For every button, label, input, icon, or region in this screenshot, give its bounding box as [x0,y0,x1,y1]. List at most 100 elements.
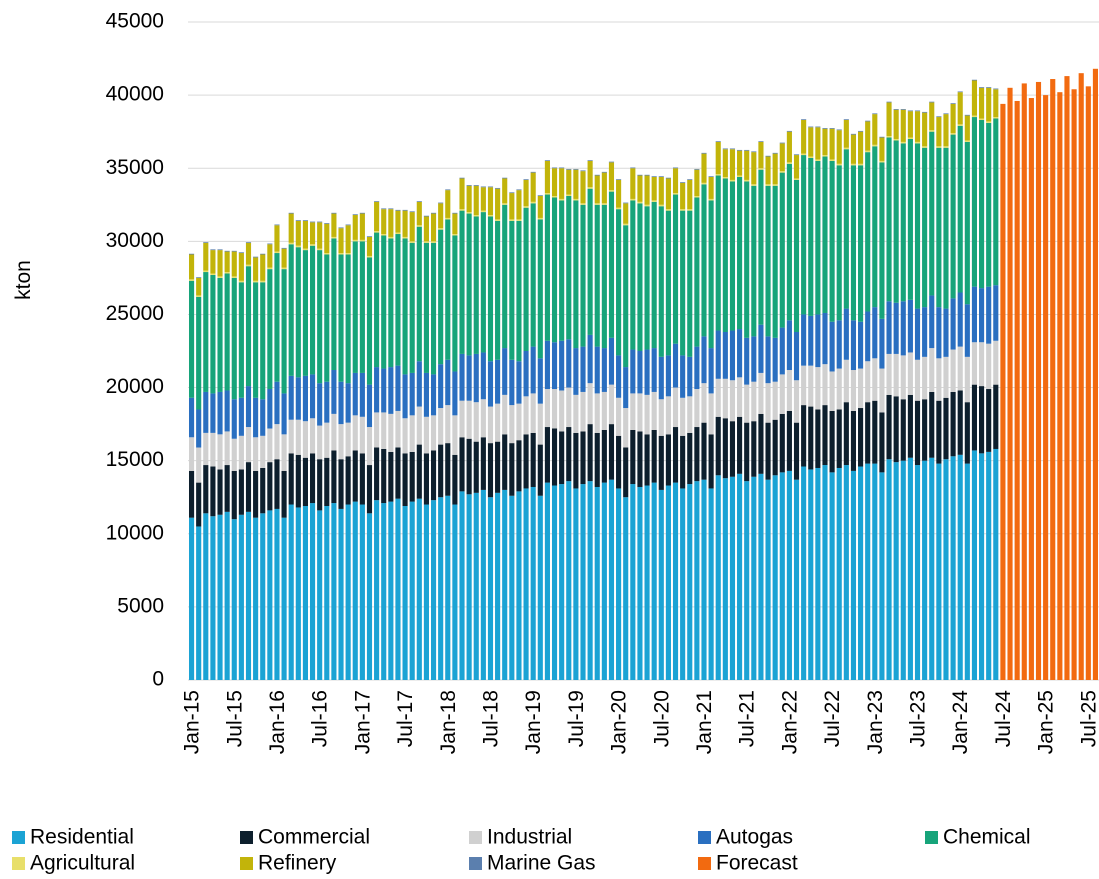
bar-segment [573,169,579,199]
bar-segment [929,457,935,680]
bar-segment [466,438,472,495]
bar-segment [388,501,394,680]
bar-segment [245,264,252,267]
bar-segment [537,196,543,218]
bar-segment [466,185,472,213]
bar-segment [281,247,287,249]
bar-segment [331,212,337,214]
bar-segment [231,276,237,278]
bar-segment [423,453,429,505]
bar-segment [608,190,615,192]
bar-segment [459,400,465,438]
bar-segment [238,469,244,515]
bar-segment [701,479,707,680]
bar-segment [566,481,572,680]
x-tick-label: Jan-19 [522,690,545,754]
bar-segment [772,419,778,476]
bar-segment [295,220,301,221]
legend-label: Marine Gas [487,852,596,875]
bar-segment [843,119,849,120]
bar-segment [416,406,422,445]
bar-segment [872,400,878,464]
bar-segment [801,155,807,315]
bar-segment [729,181,736,331]
bar-segment [487,215,494,217]
bar-segment [616,179,622,208]
bar-segment [573,432,579,489]
bar-segment [971,342,978,385]
bar-segment [459,210,465,354]
bar-segment [793,178,800,180]
bar-segment [495,492,501,680]
bar-segment [623,202,629,204]
x-tick-label: Jul-16 [309,690,332,747]
bar-segment [986,87,992,88]
bar-segment [964,463,970,680]
bar-segment [715,174,721,176]
bar-segment [309,222,316,245]
bar-segment [751,152,757,185]
bar-segment [480,399,486,438]
bar-segment [858,408,864,467]
bar-segment [715,330,721,379]
bar-segment [445,443,451,496]
bar-segment [708,176,714,199]
bar-segment [388,451,394,502]
bar-segment [943,397,949,460]
bar-segment [865,121,871,151]
bar-segment [245,242,252,243]
bar-segment [623,497,629,680]
bar-segment [530,172,536,202]
bar-segment [801,153,807,156]
y-tick-label: 40000 [106,83,164,106]
bar-segment [238,253,244,281]
bar-segment [708,488,714,680]
bar-segment [1000,103,1006,680]
bar-segment [530,486,536,680]
legend-label: Autogas [716,826,793,849]
bar-segment [665,485,671,680]
bar-segment [623,225,629,368]
bar-segment [224,511,230,680]
bar-segment [907,138,913,300]
bar-segment [317,383,323,426]
bar-segment [295,454,301,508]
bar-segment [587,160,593,188]
bar-segment [359,212,365,214]
bar-segment [438,202,444,204]
bar-segment [744,481,750,680]
bar-segment [267,269,273,390]
bar-segment [366,255,373,258]
bar-segment [722,176,728,179]
bar-segment [480,186,486,188]
bar-segment [495,220,501,360]
bar-segment [701,182,707,185]
bar-segment [573,394,579,433]
y-tick-label: 30000 [106,229,164,252]
bar-segment [687,396,693,433]
bar-segment [843,465,849,680]
bar-segment [993,384,999,449]
bar-segment [658,206,664,357]
bar-segment [630,168,636,199]
bar-segment [530,171,536,173]
bar-segment [352,450,358,502]
bar-segment [979,87,985,88]
bar-segment [423,504,429,680]
bar-segment [765,479,771,680]
bar-segment [509,192,515,194]
bar-segment [1043,95,1049,681]
bar-segment [196,277,202,296]
bar-segment [744,149,750,151]
bar-segment [566,196,572,340]
bar-segment [758,169,764,325]
bar-segment [858,368,864,409]
bar-segment [203,242,209,243]
bar-segment [758,324,764,373]
bar-segment [324,457,330,506]
bar-segment [295,507,301,680]
bar-segment [822,155,828,157]
bar-segment [203,242,209,271]
bar-segment [979,386,985,454]
bar-segment [801,314,807,366]
